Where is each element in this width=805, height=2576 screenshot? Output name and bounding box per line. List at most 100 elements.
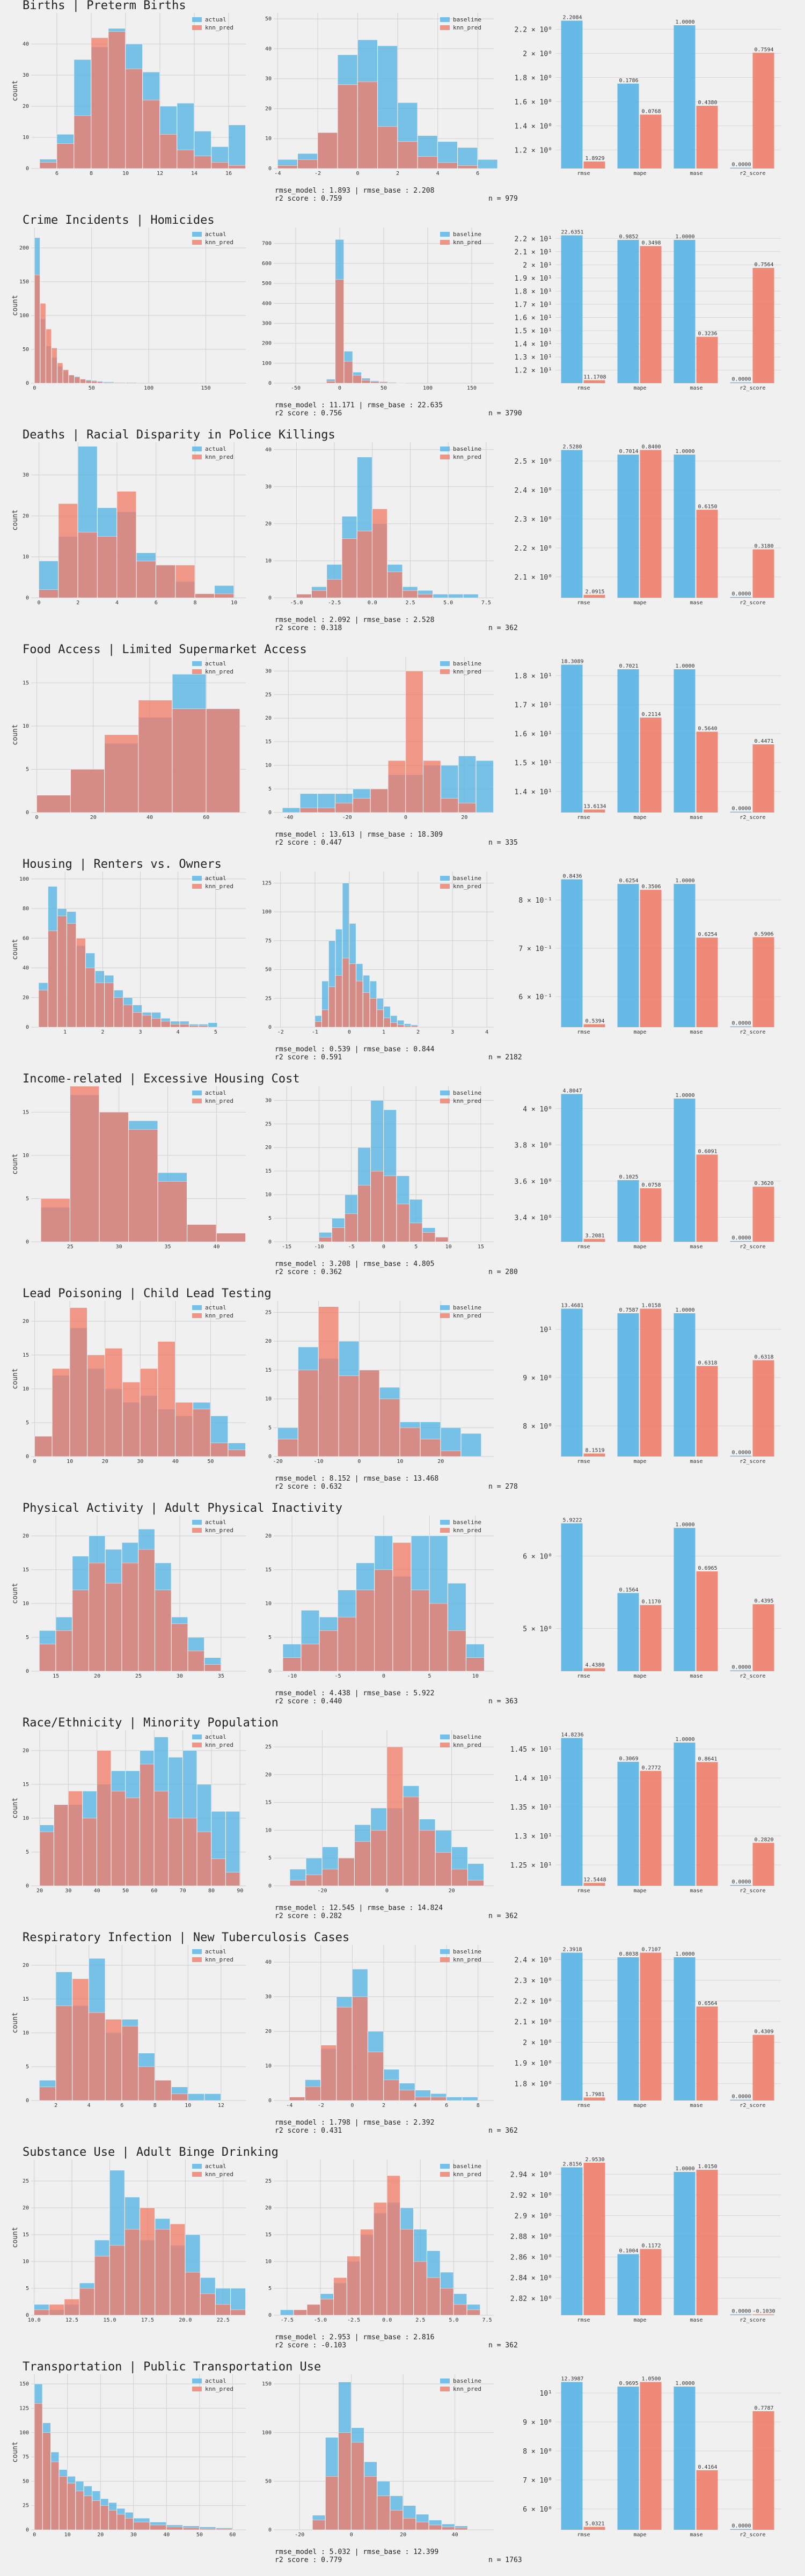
y-tick-label: 5 bbox=[26, 1420, 29, 1426]
legend-swatch bbox=[192, 240, 202, 245]
sample-count: n = 335 bbox=[488, 839, 518, 847]
histogram-bar bbox=[356, 980, 363, 1028]
x-tick-label: 40 bbox=[163, 2532, 170, 2538]
histogram-bar bbox=[74, 377, 80, 384]
metric-bar bbox=[561, 235, 583, 383]
x-tick-label: 4 bbox=[115, 600, 119, 606]
left-tick-label: 8 × 10⁰ bbox=[523, 1423, 552, 1431]
bar-value-label: 0.0000 bbox=[731, 1450, 751, 1456]
legend-label: actual bbox=[205, 231, 226, 238]
x-tick-label: 35 bbox=[218, 1673, 224, 1679]
y-tick-label: 15 bbox=[265, 1367, 272, 1373]
x-tick-label: 0 bbox=[33, 385, 36, 391]
metric-bar bbox=[696, 1762, 718, 1886]
plot-area bbox=[31, 228, 246, 383]
metric-bar bbox=[696, 1366, 718, 1457]
y-tick-label: 5 bbox=[268, 2286, 272, 2292]
sample-count: n = 362 bbox=[488, 2127, 518, 2135]
x-tick-label: 3 bbox=[451, 1029, 454, 1035]
bar-value-label: 2.3918 bbox=[562, 1947, 582, 1953]
metric-bar bbox=[696, 2006, 718, 2101]
x-tick-label: 5 bbox=[414, 1244, 418, 1250]
x-tick-label: 0.0 bbox=[368, 600, 377, 606]
legend-swatch bbox=[440, 240, 450, 245]
y-tick-label: 5 bbox=[268, 1216, 272, 1221]
y-tick-label: 100 bbox=[262, 2430, 272, 2436]
metric-bar bbox=[617, 1957, 639, 2101]
x-tick-label: 30 bbox=[137, 1459, 143, 1465]
metric-bar bbox=[674, 25, 696, 169]
category-label: mase bbox=[690, 2532, 702, 2538]
section-title: Housing | Renters vs. Owners bbox=[23, 858, 222, 871]
legend-label: knn_pred bbox=[205, 1097, 233, 1104]
metric-bar bbox=[617, 1180, 639, 1242]
x-tick-label: -7.5 bbox=[281, 2317, 294, 2323]
y-tick-label: 15 bbox=[23, 1782, 29, 1788]
chart-section: Lead Poisoning | Child Lead Testing 0 5 10 1… bbox=[0, 1287, 805, 1503]
histogram-bar bbox=[155, 1590, 172, 1672]
legend-label: knn_pred bbox=[453, 1956, 481, 1963]
legend-swatch bbox=[192, 25, 202, 30]
x-tick-label: 8 bbox=[477, 2103, 480, 2109]
histogram-bar bbox=[294, 2309, 307, 2316]
series-knn_pred bbox=[38, 916, 208, 1028]
histogram-bar bbox=[182, 1818, 197, 1886]
section-title: Income-related | Excessive Housing Cost bbox=[23, 1072, 300, 1086]
r2-text: r2 score : 0.632 bbox=[275, 1483, 342, 1491]
metric-bar bbox=[583, 1024, 605, 1027]
y-tick-label: 10 bbox=[265, 1827, 272, 1833]
bar-value-label: 0.7021 bbox=[619, 663, 638, 669]
plot-area bbox=[555, 1516, 781, 1671]
metrics-text: rmse_model : 5.032 | rmse_base : 12.399 r… bbox=[275, 2548, 438, 2564]
left-tick-label: 1.8 × 10¹ bbox=[515, 672, 552, 680]
histogram-bar bbox=[82, 1818, 97, 1886]
y-tick-label: 20 bbox=[23, 104, 29, 109]
bar-value-label: 0.0000 bbox=[731, 1879, 751, 1885]
histogram-bar bbox=[430, 2097, 447, 2101]
histogram-bar bbox=[336, 2007, 353, 2101]
histogram-bar bbox=[175, 1402, 193, 1457]
sample-count: n = 3790 bbox=[488, 409, 522, 418]
histogram-bar bbox=[54, 1804, 68, 1886]
left-tick-label: 1.6 × 10¹ bbox=[515, 730, 552, 738]
x-tick-label: -5.0 bbox=[290, 600, 303, 606]
gridlines bbox=[555, 675, 781, 792]
bar-value-label: 0.8400 bbox=[641, 444, 661, 450]
y-tick-label: 20 bbox=[23, 2205, 29, 2211]
metric-bar bbox=[617, 240, 639, 383]
metric-bar bbox=[752, 2035, 774, 2101]
x-tick-label: 4 bbox=[436, 171, 440, 177]
metric-bar bbox=[730, 1241, 752, 1242]
histogram-bar bbox=[177, 149, 194, 169]
x-tick-label: 25 bbox=[67, 1244, 74, 1250]
y-tick-label: 200 bbox=[262, 341, 272, 347]
legend-swatch bbox=[192, 2379, 202, 2383]
metric-bar bbox=[583, 1239, 605, 1242]
chart-section: Housing | Renters vs. Owners 0 20 40 60 80 100… bbox=[0, 858, 805, 1073]
histogram-bar bbox=[67, 2483, 76, 2530]
bar-value-label: 0.3620 bbox=[754, 1181, 773, 1187]
x-tick-label: 0 bbox=[382, 1244, 385, 1250]
category-label: mase bbox=[690, 171, 702, 177]
x-tick-label: 2 bbox=[54, 2103, 57, 2109]
series-knn_pred bbox=[34, 275, 126, 384]
bar-value-label: 0.0000 bbox=[731, 2094, 751, 2100]
histogram-bar bbox=[305, 2086, 321, 2101]
x-tick-label: 150 bbox=[201, 385, 211, 391]
histogram-bar bbox=[123, 1005, 133, 1028]
category-label: r2_score bbox=[740, 815, 765, 821]
y-tick-label: 25 bbox=[23, 2178, 29, 2184]
y-tick-label: 25 bbox=[265, 996, 272, 1001]
y-tick-label: 0 bbox=[268, 1883, 272, 1889]
x-tick-label: 80 bbox=[208, 1888, 215, 1894]
legend-label: knn_pred bbox=[453, 2171, 481, 2178]
x-tick-label: 15.0 bbox=[103, 2317, 116, 2323]
category-label: rmse bbox=[577, 600, 590, 606]
plot-area bbox=[555, 1730, 781, 1886]
histogram-bar bbox=[319, 1630, 338, 1672]
bar-value-label: 0.4380 bbox=[698, 100, 717, 106]
bar-value-label: 1.0000 bbox=[675, 19, 694, 25]
left-tick-label: 10¹ bbox=[540, 1326, 552, 1334]
